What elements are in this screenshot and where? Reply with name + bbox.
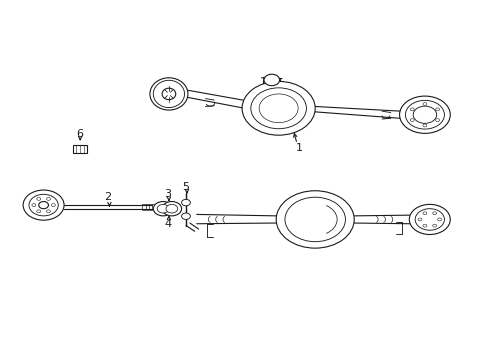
Circle shape xyxy=(153,202,172,216)
Text: 2: 2 xyxy=(104,192,111,202)
Circle shape xyxy=(408,204,449,234)
Circle shape xyxy=(39,202,48,209)
Circle shape xyxy=(435,108,439,111)
Circle shape xyxy=(242,81,315,135)
Circle shape xyxy=(181,199,190,206)
Circle shape xyxy=(437,218,441,221)
Circle shape xyxy=(37,210,41,213)
Circle shape xyxy=(162,202,181,216)
Circle shape xyxy=(435,119,439,122)
Circle shape xyxy=(422,224,426,227)
FancyBboxPatch shape xyxy=(73,145,87,153)
Circle shape xyxy=(276,191,353,248)
Ellipse shape xyxy=(150,78,187,110)
Circle shape xyxy=(264,74,279,86)
Text: 3: 3 xyxy=(164,189,171,199)
Circle shape xyxy=(417,218,421,221)
Circle shape xyxy=(409,119,413,122)
Circle shape xyxy=(432,212,436,215)
Circle shape xyxy=(181,213,190,220)
Circle shape xyxy=(165,204,177,213)
Circle shape xyxy=(432,224,436,227)
Circle shape xyxy=(46,197,50,200)
Circle shape xyxy=(409,108,413,111)
Circle shape xyxy=(414,209,444,230)
Circle shape xyxy=(29,194,58,216)
Circle shape xyxy=(37,197,41,200)
Text: 6: 6 xyxy=(76,129,83,139)
Text: 4: 4 xyxy=(164,219,171,229)
Circle shape xyxy=(157,204,168,213)
Text: 1: 1 xyxy=(295,143,302,153)
Circle shape xyxy=(32,204,36,207)
Circle shape xyxy=(259,94,298,123)
Circle shape xyxy=(285,197,345,242)
Circle shape xyxy=(399,96,449,134)
Circle shape xyxy=(422,103,426,105)
Circle shape xyxy=(23,190,64,220)
Text: 5: 5 xyxy=(182,182,189,192)
Ellipse shape xyxy=(162,88,175,100)
Circle shape xyxy=(422,212,426,215)
Circle shape xyxy=(405,100,444,129)
Circle shape xyxy=(422,124,426,127)
Circle shape xyxy=(250,88,306,129)
Ellipse shape xyxy=(153,80,184,108)
Circle shape xyxy=(412,106,436,123)
Circle shape xyxy=(46,210,50,213)
Circle shape xyxy=(51,204,55,207)
